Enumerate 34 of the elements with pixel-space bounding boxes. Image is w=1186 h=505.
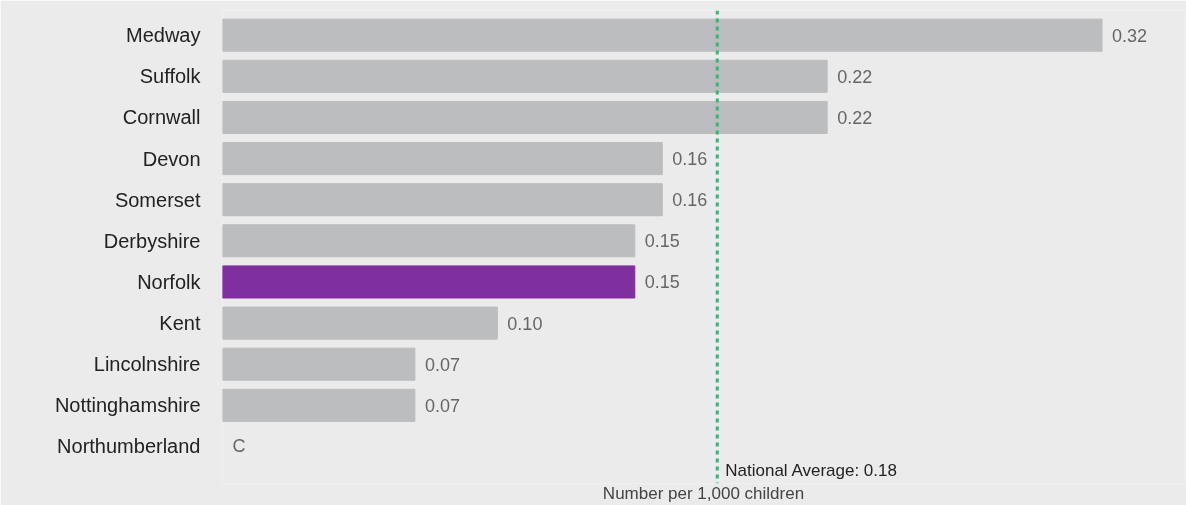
bar xyxy=(222,59,828,93)
bar xyxy=(222,183,663,217)
data-label: 0.15 xyxy=(644,231,680,252)
y-tick-label: Norfolk xyxy=(137,270,202,293)
y-tick-label: Nottinghamshire xyxy=(54,394,201,417)
y-tick-label: Somerset xyxy=(114,188,201,211)
bar xyxy=(222,18,1103,52)
bar xyxy=(222,306,498,340)
data-label: 0.16 xyxy=(672,149,708,170)
text: C xyxy=(232,436,246,457)
data-label: 0.22 xyxy=(837,107,873,128)
ref-line-label: National Average: 0.18 xyxy=(725,460,897,480)
data-label: 0.15 xyxy=(644,272,680,293)
y-tick-label: Lincolnshire xyxy=(93,353,201,376)
y-tick-label: Northumberland xyxy=(57,435,201,458)
data-label: 0.07 xyxy=(424,395,460,416)
x-axis-title: Number per 1,000 children xyxy=(602,483,805,503)
y-tick-label: Derbyshire xyxy=(103,229,201,252)
bar xyxy=(222,224,636,258)
y-tick-label: Devon xyxy=(142,147,201,170)
bar xyxy=(222,347,416,381)
bar xyxy=(222,100,828,134)
data-label: 0.32 xyxy=(1112,25,1148,46)
data-label: 0.22 xyxy=(837,66,873,87)
y-tick-label: Kent xyxy=(159,312,201,335)
y-tick-label: Cornwall xyxy=(122,106,201,129)
data-label: 0.16 xyxy=(672,190,708,211)
data-label: 0.10 xyxy=(507,313,543,334)
bar xyxy=(222,388,416,422)
y-tick-label: Medway xyxy=(126,24,201,47)
data-label: 0.07 xyxy=(424,354,460,375)
bar xyxy=(222,265,636,299)
bar xyxy=(222,142,663,176)
y-tick-label: Suffolk xyxy=(139,65,202,88)
